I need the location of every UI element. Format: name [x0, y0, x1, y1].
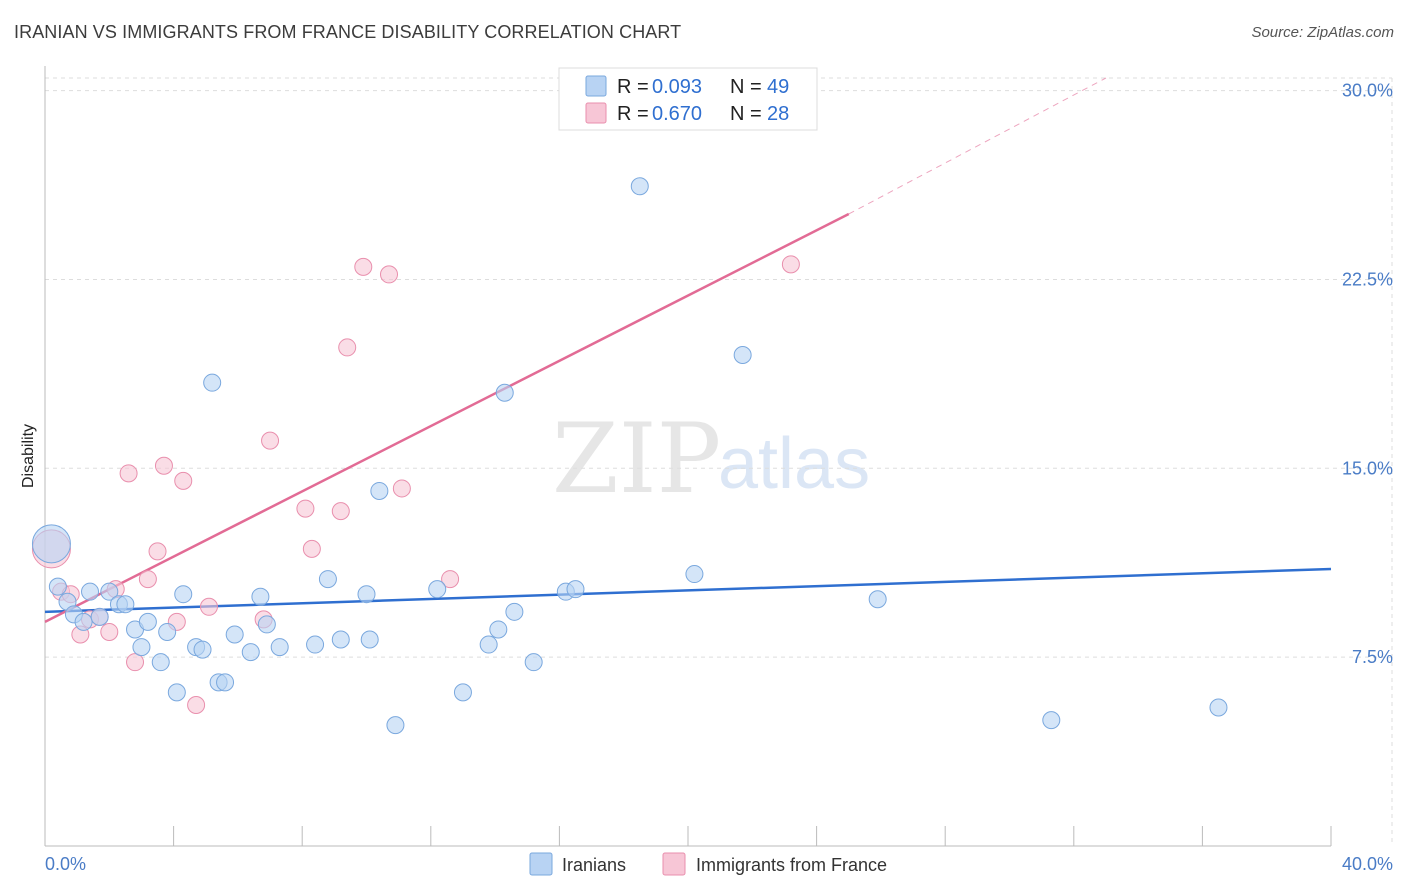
france-point-10: [138, 570, 157, 589]
iranians-point-43: [630, 177, 649, 196]
iranians-point-13: [151, 653, 170, 672]
france-point-6: [100, 622, 119, 641]
iranians-point-45: [733, 345, 752, 364]
iranians-point-30: [357, 585, 376, 604]
france-point-26: [441, 570, 460, 589]
iranians-point-6: [90, 607, 109, 626]
trend-line-france-extension: [848, 77, 1107, 215]
iranians-point-47: [1042, 711, 1061, 730]
iranians-point-1: [48, 577, 67, 596]
iranians-point-5: [81, 582, 100, 601]
france-point-25: [392, 479, 411, 498]
bottom-legend-france: Immigrants from France: [696, 855, 887, 875]
iranians-point-26: [270, 638, 289, 657]
trend-lines: [44, 77, 1332, 624]
iranians-point-48: [1209, 698, 1228, 717]
iranians-point-14: [158, 622, 177, 641]
france-point-21: [331, 502, 350, 521]
iranians-point-34: [428, 580, 447, 599]
iranians-point-24: [251, 587, 270, 606]
legend-france-n-value: 28: [767, 103, 789, 125]
y-tick-label-3: 30.0%: [1342, 81, 1393, 101]
y-tick-label-2: 22.5%: [1342, 269, 1393, 289]
france-point-18: [261, 431, 280, 450]
iranians-point-4: [74, 612, 93, 631]
watermark-zip: ZIP: [552, 403, 721, 515]
iranians-point-32: [370, 481, 389, 500]
y-axis-label: Disability: [20, 424, 37, 488]
france-point-12: [154, 456, 173, 475]
legend-france-r-label: R =: [617, 103, 649, 125]
gridlines: [45, 77, 1393, 846]
iranians-point-28: [318, 570, 337, 589]
france-point-14: [174, 471, 193, 490]
iranians-point-35: [453, 683, 472, 702]
watermark: ZIP atlas: [552, 403, 870, 515]
iranians-point-25: [257, 615, 276, 634]
y-tick-labels: 7.5% 15.0% 22.5% 30.0%: [1342, 81, 1393, 668]
iranians-point-18: [193, 640, 212, 659]
legend-iranians-r-value: 0.093: [652, 76, 702, 98]
iranians-point-15: [167, 683, 186, 702]
france-point-22: [338, 338, 357, 357]
chart-title: IRANIAN VS IMMIGRANTS FROM FRANCE DISABI…: [14, 22, 682, 42]
bottom-legend: Iranians Immigrants from France: [529, 852, 887, 876]
x-tick-labels: 0.0% 40.0%: [45, 854, 1393, 874]
iranians-point-39: [505, 602, 524, 621]
x-tick-label-1: 40.0%: [1342, 854, 1393, 874]
y-tick-label-1: 15.0%: [1342, 458, 1393, 478]
iranians-point-27: [306, 635, 325, 654]
france-point-20: [302, 539, 321, 558]
iranians-point-31: [360, 630, 379, 649]
watermark-atlas: atlas: [718, 424, 870, 504]
bottom-legend-swatch-france: [662, 852, 686, 876]
france-point-8: [119, 464, 138, 483]
iranians-point-44: [685, 565, 704, 584]
iranians-point-29: [331, 630, 350, 649]
iranians-point-23: [241, 643, 260, 662]
iranians-point-40: [524, 653, 543, 672]
iranians-point-22: [225, 625, 244, 644]
iranians-point-0: [31, 524, 71, 564]
series-iranians: [31, 177, 1228, 735]
iranians-point-37: [489, 620, 508, 639]
france-point-27: [781, 255, 800, 274]
legend-iranians-n-value: 49: [767, 76, 789, 98]
iranians-point-12: [138, 612, 157, 631]
legend-swatch-france: [585, 102, 607, 124]
legend-iranians-n-label: N =: [730, 76, 762, 98]
y-tick-label-0: 7.5%: [1352, 647, 1393, 667]
iranians-point-46: [868, 590, 887, 609]
legend-swatch-iranians: [585, 75, 607, 97]
chart-source: Source: ZipAtlas.com: [1251, 24, 1394, 41]
legend-france-n-label: N =: [730, 103, 762, 125]
france-point-9: [126, 653, 145, 672]
iranians-point-9: [116, 595, 135, 614]
x-tick-label-0: 0.0%: [45, 854, 86, 874]
iranians-point-36: [479, 635, 498, 654]
france-point-23: [354, 257, 373, 276]
iranians-point-19: [203, 373, 222, 392]
legend: R = 0.093 N = 49 R = 0.670 N = 28: [558, 67, 818, 131]
legend-france-r-value: 0.670: [652, 103, 702, 125]
legend-iranians-r-label: R =: [617, 76, 649, 98]
iranians-point-33: [386, 716, 405, 735]
france-point-11: [148, 542, 167, 561]
iranians-point-42: [566, 580, 585, 599]
iranians-point-38: [495, 383, 514, 402]
iranians-point-11: [132, 638, 151, 657]
iranians-point-21: [216, 673, 235, 692]
bottom-legend-swatch-iranians: [529, 852, 553, 876]
france-point-19: [296, 499, 315, 518]
iranians-point-16: [174, 585, 193, 604]
france-point-15: [187, 695, 206, 714]
france-point-16: [199, 597, 218, 616]
france-point-24: [380, 265, 399, 284]
axes: [44, 66, 1332, 847]
iranians-point-7: [100, 582, 119, 601]
bottom-legend-iranians: Iranians: [562, 855, 626, 875]
trend-line-france: [44, 212, 850, 624]
